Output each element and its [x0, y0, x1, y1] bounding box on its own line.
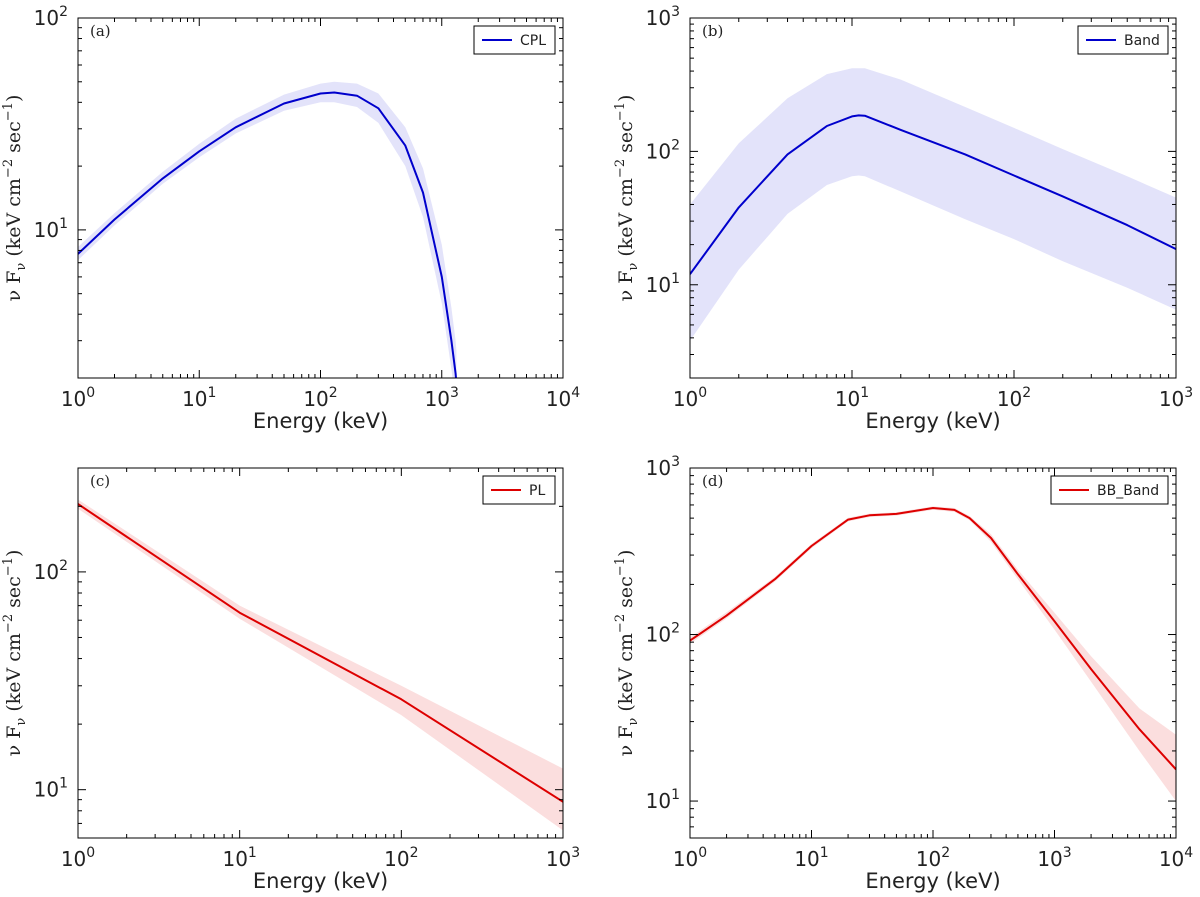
- legend: BB_Band: [1050, 475, 1169, 505]
- confidence-band: [78, 81, 457, 378]
- legend: CPL: [473, 25, 556, 55]
- x-tick-label: 103: [546, 845, 580, 871]
- panel-label: (a): [90, 22, 111, 40]
- x-axis-title: Energy (keV): [865, 409, 1000, 433]
- x-axis-title: Energy (keV): [253, 409, 388, 433]
- panel-d: 100 101 102 103 104 101 102 103 Energy (keV) ν Fν…: [613, 454, 1193, 893]
- x-tick-label: 102: [997, 385, 1031, 411]
- y-tick-label: 101: [646, 271, 680, 297]
- y-tick-label: 101: [34, 216, 68, 242]
- plot-area: [690, 506, 1176, 802]
- plot-area: [78, 81, 457, 378]
- x-tick-label: 102: [384, 845, 418, 871]
- x-tick-label: 101: [835, 385, 869, 411]
- y-tick-label: 102: [646, 621, 680, 647]
- y-axis-title: ν Fν (keV cm−2 sec−1): [1, 95, 29, 302]
- y-axis-title: ν Fν (keV cm−2 sec−1): [613, 95, 641, 302]
- legend-label: BB_Band: [1097, 483, 1159, 499]
- plot-area: [78, 499, 563, 831]
- series-line: [78, 91, 457, 378]
- axes-frame: [689, 17, 1177, 379]
- y-tick-label: 102: [34, 4, 68, 30]
- x-tick-label: 102: [303, 385, 337, 411]
- x-tick-label: 104: [1159, 845, 1193, 871]
- y-tick-label: 103: [646, 4, 680, 30]
- y-tick-label: 101: [646, 787, 680, 813]
- series-line: [78, 503, 563, 803]
- y-axis-title: ν Fν (keV cm−2 sec−1): [613, 550, 641, 757]
- axes-frame: [77, 17, 564, 379]
- x-tick-label: 103: [425, 385, 459, 411]
- x-tick-label: 103: [1037, 845, 1071, 871]
- confidence-band: [690, 506, 1176, 802]
- legend: Band: [1077, 25, 1169, 55]
- axes-frame: [689, 467, 1177, 839]
- y-tick-label: 103: [646, 454, 680, 480]
- legend-label: PL: [529, 483, 545, 499]
- series-line: [690, 507, 1176, 771]
- x-tick-label: 104: [546, 385, 580, 411]
- y-axis-title: ν Fν (keV cm−2 sec−1): [1, 550, 29, 757]
- x-tick-label: 100: [673, 385, 707, 411]
- confidence-band: [78, 499, 563, 831]
- x-tick-label: 102: [916, 845, 950, 871]
- x-tick-label: 100: [61, 385, 95, 411]
- panel-label: (b): [702, 22, 723, 40]
- panel-label: (c): [90, 472, 110, 490]
- series-line: [690, 114, 1176, 275]
- y-tick-label: 102: [646, 137, 680, 163]
- plot-area: [690, 68, 1176, 341]
- x-tick-label: 100: [61, 845, 95, 871]
- x-tick-label: 101: [182, 385, 216, 411]
- x-axis-title: Energy (keV): [865, 869, 1000, 893]
- y-tick-label: 102: [34, 558, 68, 584]
- x-tick-label: 101: [222, 845, 256, 871]
- x-tick-label: 101: [794, 845, 828, 871]
- x-axis-title: Energy (keV): [253, 869, 388, 893]
- legend-label: Band: [1124, 33, 1160, 49]
- panel-label: (d): [702, 472, 723, 490]
- confidence-band: [690, 68, 1176, 341]
- legend: PL: [482, 475, 556, 505]
- x-tick-label: 103: [1159, 385, 1193, 411]
- y-tick-label: 101: [34, 776, 68, 802]
- panel-b: 100 101 102 103 101 102 103 Energy (keV) ν Fν (k…: [613, 4, 1193, 433]
- x-tick-label: 100: [673, 845, 707, 871]
- legend-label: CPL: [520, 33, 546, 49]
- axes-frame: [77, 467, 564, 839]
